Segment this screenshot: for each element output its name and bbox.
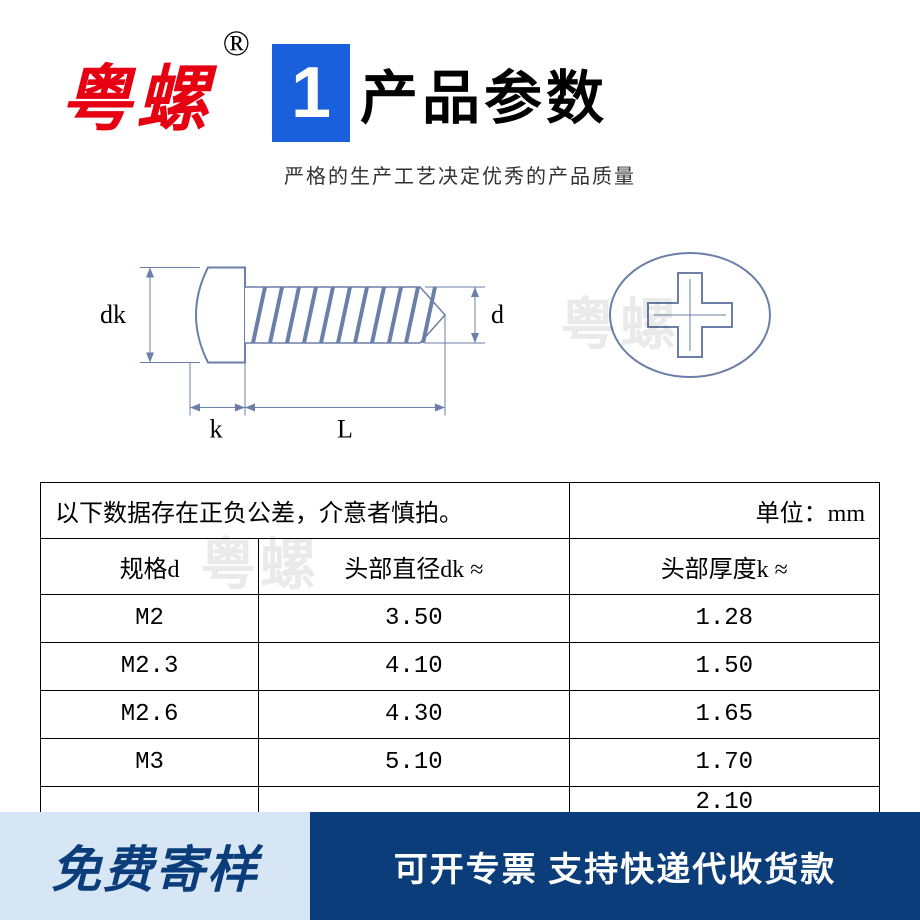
spec-table: 以下数据存在正负公差，介意者慎拍。单位：mm 规格d头部直径dk ≈头部厚度k ≈…	[40, 482, 880, 816]
table-row: M2.34.101.50	[41, 643, 880, 691]
table-unit: 单位：mm	[569, 483, 879, 539]
registered-mark: ®	[223, 22, 254, 64]
page-title: 产品参数	[360, 51, 608, 135]
footer-services: 可开专票 支持快递代收货款	[310, 812, 920, 920]
screw-diagram: dkdkL 粤螺	[0, 220, 920, 460]
footer-bar: 免费寄样 可开专票 支持快递代收货款	[0, 812, 920, 920]
diagram-svg: dkdkL	[0, 220, 920, 460]
footer-free-sample: 免费寄样	[0, 812, 310, 920]
svg-text:L: L	[337, 415, 353, 444]
table-row: M23.501.28	[41, 595, 880, 643]
page-subtitle: 严格的生产工艺决定优秀的产品质量	[0, 160, 920, 189]
table-row: M35.101.70	[41, 739, 880, 787]
svg-text:k: k	[210, 415, 223, 444]
column-header: 头部厚度k ≈	[569, 539, 879, 595]
column-header: 规格d	[41, 539, 259, 595]
brand-logo: 粤螺 ®	[60, 40, 212, 145]
section-number-badge: 1	[272, 44, 350, 142]
svg-text:dk: dk	[100, 300, 126, 329]
header: 粤螺 ® 1 产品参数	[60, 40, 880, 145]
svg-text:d: d	[491, 300, 504, 329]
column-header: 头部直径dk ≈	[259, 539, 569, 595]
table-note: 以下数据存在正负公差，介意者慎拍。	[41, 483, 570, 539]
table-row: M2.64.301.65	[41, 691, 880, 739]
